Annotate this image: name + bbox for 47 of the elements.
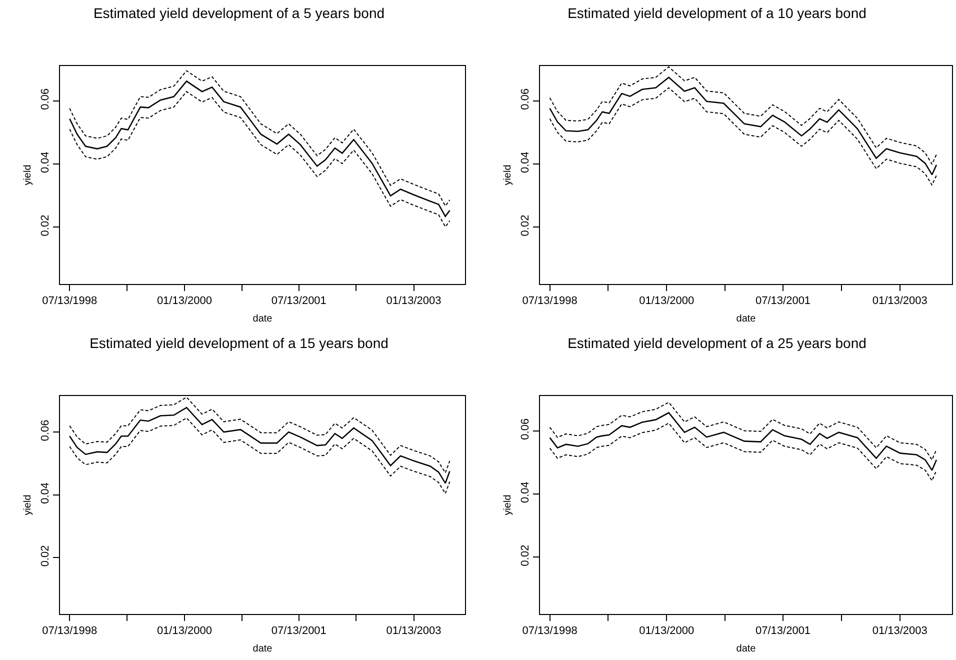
y-tick-label: 0.04	[520, 482, 532, 503]
y-axis-title: yield	[502, 164, 514, 186]
x-axis-title: date	[736, 644, 756, 655]
line-series	[549, 87, 937, 186]
x-tick-label: 01/13/2000	[639, 625, 694, 638]
x-tick-label: 07/13/2001	[756, 295, 811, 308]
x-tick-label: 01/13/2000	[156, 625, 212, 638]
x-tick-label: 01/13/2003	[872, 625, 928, 638]
x-tick-label: 07/13/2001	[271, 625, 326, 638]
x-tick-label: 07/13/1998	[42, 295, 98, 308]
x-axis-title: date	[252, 314, 273, 325]
x-tick-label: 07/13/2001	[271, 295, 326, 308]
x-tick-label: 01/13/2003	[386, 625, 442, 638]
y-tick-label: 0.06	[40, 420, 52, 442]
x-tick-label: 07/13/1998	[42, 625, 98, 638]
y-tick-label: 0.04	[520, 152, 532, 173]
x-tick-label: 07/13/1998	[522, 295, 578, 308]
x-tick-label: 01/13/2003	[386, 295, 442, 308]
x-tick-label: 01/13/2000	[639, 295, 694, 308]
line-series	[69, 417, 450, 494]
x-tick-label: 07/13/1998	[522, 625, 578, 638]
x-tick-label: 01/13/2003	[872, 295, 928, 308]
y-tick-label: 0.04	[40, 152, 52, 173]
line-series	[68, 406, 450, 484]
line-series	[549, 422, 937, 482]
y-tick-label: 0.02	[40, 214, 52, 236]
y-axis-title: yield	[22, 164, 34, 186]
x-axis-title: date	[736, 314, 756, 325]
y-tick-label: 0.06	[40, 88, 52, 110]
y-tick-label: 0.02	[520, 544, 532, 566]
y-tick-label: 0.06	[520, 88, 532, 110]
chart-title: Estimated yield development of a 5 years bond	[93, 4, 385, 21]
y-tick-label: 0.06	[520, 418, 532, 440]
x-tick-label: 01/13/2000	[156, 295, 212, 308]
chart-title: Estimated yield development of a 15 years bond	[90, 334, 388, 351]
y-axis-title: yield	[22, 494, 34, 516]
y-axis-title: yield	[502, 494, 514, 516]
y-tick-label: 0.02	[520, 214, 532, 236]
chart-title: Estimated yield development of a 10 years bond	[568, 4, 866, 21]
y-tick-label: 0.04	[40, 482, 52, 504]
line-series	[549, 402, 937, 460]
line-series	[549, 412, 938, 471]
x-tick-label: 07/13/2001	[756, 625, 811, 638]
x-axis-title: date	[252, 644, 273, 655]
y-tick-label: 0.02	[40, 545, 52, 567]
chart-title: Estimated yield development of a 25 years bond	[568, 334, 866, 351]
line-series	[549, 76, 938, 176]
